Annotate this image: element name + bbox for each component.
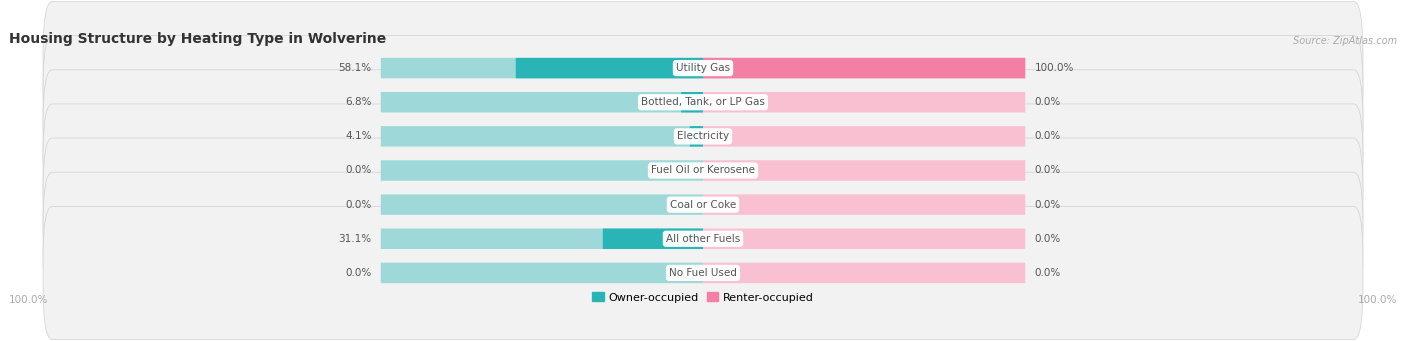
- FancyBboxPatch shape: [44, 104, 1362, 237]
- FancyBboxPatch shape: [44, 1, 1362, 135]
- FancyBboxPatch shape: [703, 263, 1025, 283]
- FancyBboxPatch shape: [44, 70, 1362, 203]
- FancyBboxPatch shape: [703, 58, 1025, 78]
- Legend: Owner-occupied, Renter-occupied: Owner-occupied, Renter-occupied: [588, 287, 818, 307]
- FancyBboxPatch shape: [44, 36, 1362, 169]
- FancyBboxPatch shape: [681, 92, 703, 113]
- Text: 31.1%: 31.1%: [339, 234, 371, 244]
- Text: Fuel Oil or Kerosene: Fuel Oil or Kerosene: [651, 165, 755, 176]
- Text: 100.0%: 100.0%: [8, 295, 48, 305]
- Text: 0.0%: 0.0%: [346, 268, 371, 278]
- Text: 100.0%: 100.0%: [1035, 63, 1074, 73]
- FancyBboxPatch shape: [381, 58, 703, 78]
- FancyBboxPatch shape: [44, 206, 1362, 340]
- Text: Source: ZipAtlas.com: Source: ZipAtlas.com: [1294, 36, 1398, 46]
- Text: 0.0%: 0.0%: [346, 199, 371, 210]
- Text: Coal or Coke: Coal or Coke: [669, 199, 737, 210]
- Text: 4.1%: 4.1%: [344, 131, 371, 142]
- Text: 100.0%: 100.0%: [1358, 295, 1398, 305]
- Text: No Fuel Used: No Fuel Used: [669, 268, 737, 278]
- FancyBboxPatch shape: [516, 58, 703, 78]
- Text: 0.0%: 0.0%: [1035, 131, 1060, 142]
- FancyBboxPatch shape: [381, 263, 703, 283]
- Text: Bottled, Tank, or LP Gas: Bottled, Tank, or LP Gas: [641, 97, 765, 107]
- Text: 0.0%: 0.0%: [1035, 268, 1060, 278]
- Text: 0.0%: 0.0%: [1035, 165, 1060, 176]
- Text: 0.0%: 0.0%: [1035, 97, 1060, 107]
- FancyBboxPatch shape: [703, 92, 1025, 113]
- Text: 6.8%: 6.8%: [344, 97, 371, 107]
- Text: 0.0%: 0.0%: [1035, 199, 1060, 210]
- FancyBboxPatch shape: [703, 160, 1025, 181]
- Text: All other Fuels: All other Fuels: [666, 234, 740, 244]
- FancyBboxPatch shape: [381, 126, 703, 147]
- FancyBboxPatch shape: [703, 58, 1025, 78]
- FancyBboxPatch shape: [603, 228, 703, 249]
- FancyBboxPatch shape: [44, 138, 1362, 271]
- FancyBboxPatch shape: [381, 194, 703, 215]
- FancyBboxPatch shape: [44, 172, 1362, 305]
- FancyBboxPatch shape: [703, 228, 1025, 249]
- FancyBboxPatch shape: [703, 194, 1025, 215]
- Text: Electricity: Electricity: [676, 131, 730, 142]
- Text: Housing Structure by Heating Type in Wolverine: Housing Structure by Heating Type in Wol…: [8, 32, 387, 46]
- Text: 0.0%: 0.0%: [1035, 234, 1060, 244]
- FancyBboxPatch shape: [381, 160, 703, 181]
- FancyBboxPatch shape: [703, 126, 1025, 147]
- FancyBboxPatch shape: [381, 92, 703, 113]
- Text: 58.1%: 58.1%: [339, 63, 371, 73]
- FancyBboxPatch shape: [381, 228, 703, 249]
- Text: Utility Gas: Utility Gas: [676, 63, 730, 73]
- Text: 0.0%: 0.0%: [346, 165, 371, 176]
- FancyBboxPatch shape: [690, 126, 703, 147]
